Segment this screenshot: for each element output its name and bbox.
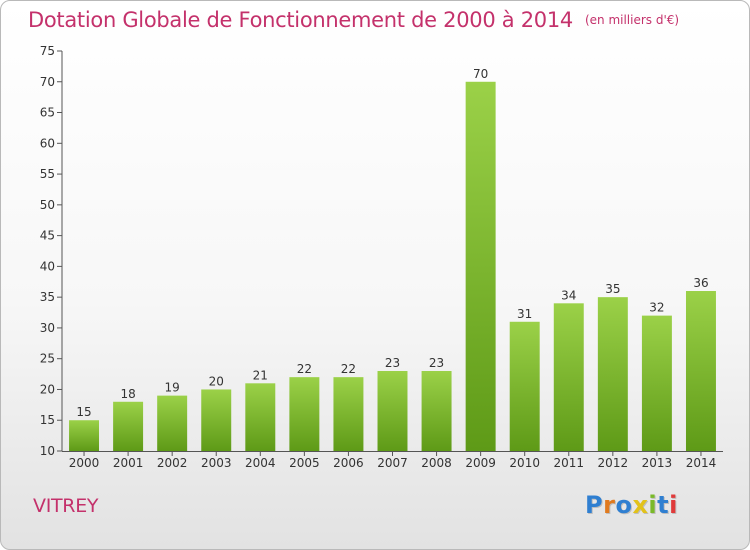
logo-letter: o bbox=[615, 491, 633, 519]
value-label: 35 bbox=[605, 282, 620, 296]
logo-letter: i bbox=[669, 491, 678, 519]
x-tick-label: 2003 bbox=[201, 456, 232, 470]
bar-2001 bbox=[113, 401, 144, 451]
y-tick-label: 55 bbox=[40, 167, 55, 181]
value-label: 36 bbox=[693, 276, 708, 290]
bar-2009 bbox=[465, 81, 496, 452]
bar-2004 bbox=[245, 383, 276, 451]
bar-2010 bbox=[509, 321, 540, 451]
y-tick-label: 60 bbox=[40, 136, 55, 150]
value-label: 23 bbox=[429, 356, 444, 370]
bar-2013 bbox=[641, 315, 672, 451]
value-label: 32 bbox=[649, 301, 664, 315]
x-tick-label: 2004 bbox=[245, 456, 276, 470]
logo-letter: t bbox=[657, 491, 670, 519]
bar-2003 bbox=[201, 389, 232, 451]
bar-2011 bbox=[553, 303, 584, 451]
y-tick-label: 35 bbox=[40, 290, 55, 304]
value-label: 31 bbox=[517, 307, 532, 321]
x-tick-label: 2001 bbox=[113, 456, 144, 470]
y-tick-label: 30 bbox=[40, 321, 55, 335]
y-tick-label: 25 bbox=[40, 352, 55, 366]
value-label: 70 bbox=[473, 67, 488, 81]
chart-title-text: Dotation Globale de Fonctionnement de 20… bbox=[28, 8, 573, 32]
x-tick-label: 2006 bbox=[333, 456, 364, 470]
y-tick-label: 10 bbox=[40, 444, 55, 458]
value-label: 21 bbox=[253, 368, 268, 382]
bar-2014 bbox=[685, 291, 716, 451]
y-tick-label: 65 bbox=[40, 106, 55, 120]
x-tick-label: 2013 bbox=[642, 456, 673, 470]
logo-letter: i bbox=[648, 491, 658, 519]
y-tick-label: 75 bbox=[40, 44, 55, 58]
proxiti-logo: Proxiti bbox=[585, 491, 678, 519]
value-label: 23 bbox=[385, 356, 400, 370]
y-tick-label: 70 bbox=[40, 75, 55, 89]
logo-letter: x bbox=[632, 491, 649, 519]
value-label: 22 bbox=[341, 362, 356, 376]
value-label: 20 bbox=[209, 374, 224, 388]
bar-2005 bbox=[289, 377, 320, 451]
bar-2006 bbox=[333, 377, 364, 451]
logo-letter: P bbox=[585, 491, 604, 519]
x-tick-label: 2000 bbox=[69, 456, 100, 470]
x-tick-label: 2011 bbox=[553, 456, 584, 470]
chart-title: Dotation Globale de Fonctionnement de 20… bbox=[28, 8, 679, 32]
y-tick-label: 15 bbox=[40, 413, 55, 427]
bar-2008 bbox=[421, 371, 452, 451]
value-label: 34 bbox=[561, 288, 576, 302]
y-tick-label: 20 bbox=[40, 382, 55, 396]
x-tick-label: 2012 bbox=[598, 456, 629, 470]
value-label: 18 bbox=[120, 387, 135, 401]
y-tick-label: 40 bbox=[40, 259, 55, 273]
y-tick-label: 45 bbox=[40, 229, 55, 243]
bar-2007 bbox=[377, 371, 408, 451]
x-tick-label: 2008 bbox=[421, 456, 452, 470]
bar-2000 bbox=[69, 420, 100, 451]
x-tick-label: 2005 bbox=[289, 456, 320, 470]
chart-unit-note: (en milliers d'€) bbox=[584, 13, 680, 27]
y-tick-label: 50 bbox=[40, 198, 55, 212]
x-tick-label: 2002 bbox=[157, 456, 188, 470]
commune-name: VITREY bbox=[33, 495, 99, 517]
value-label: 15 bbox=[76, 405, 91, 419]
bar-2012 bbox=[597, 297, 628, 451]
bar-2002 bbox=[157, 395, 188, 451]
x-tick-label: 2009 bbox=[465, 456, 496, 470]
logo-letter: r bbox=[603, 491, 616, 519]
x-tick-label: 2007 bbox=[377, 456, 408, 470]
x-tick-label: 2010 bbox=[509, 456, 540, 470]
x-tick-label: 2014 bbox=[686, 456, 717, 470]
value-label: 19 bbox=[165, 381, 180, 395]
value-label: 22 bbox=[297, 362, 312, 376]
